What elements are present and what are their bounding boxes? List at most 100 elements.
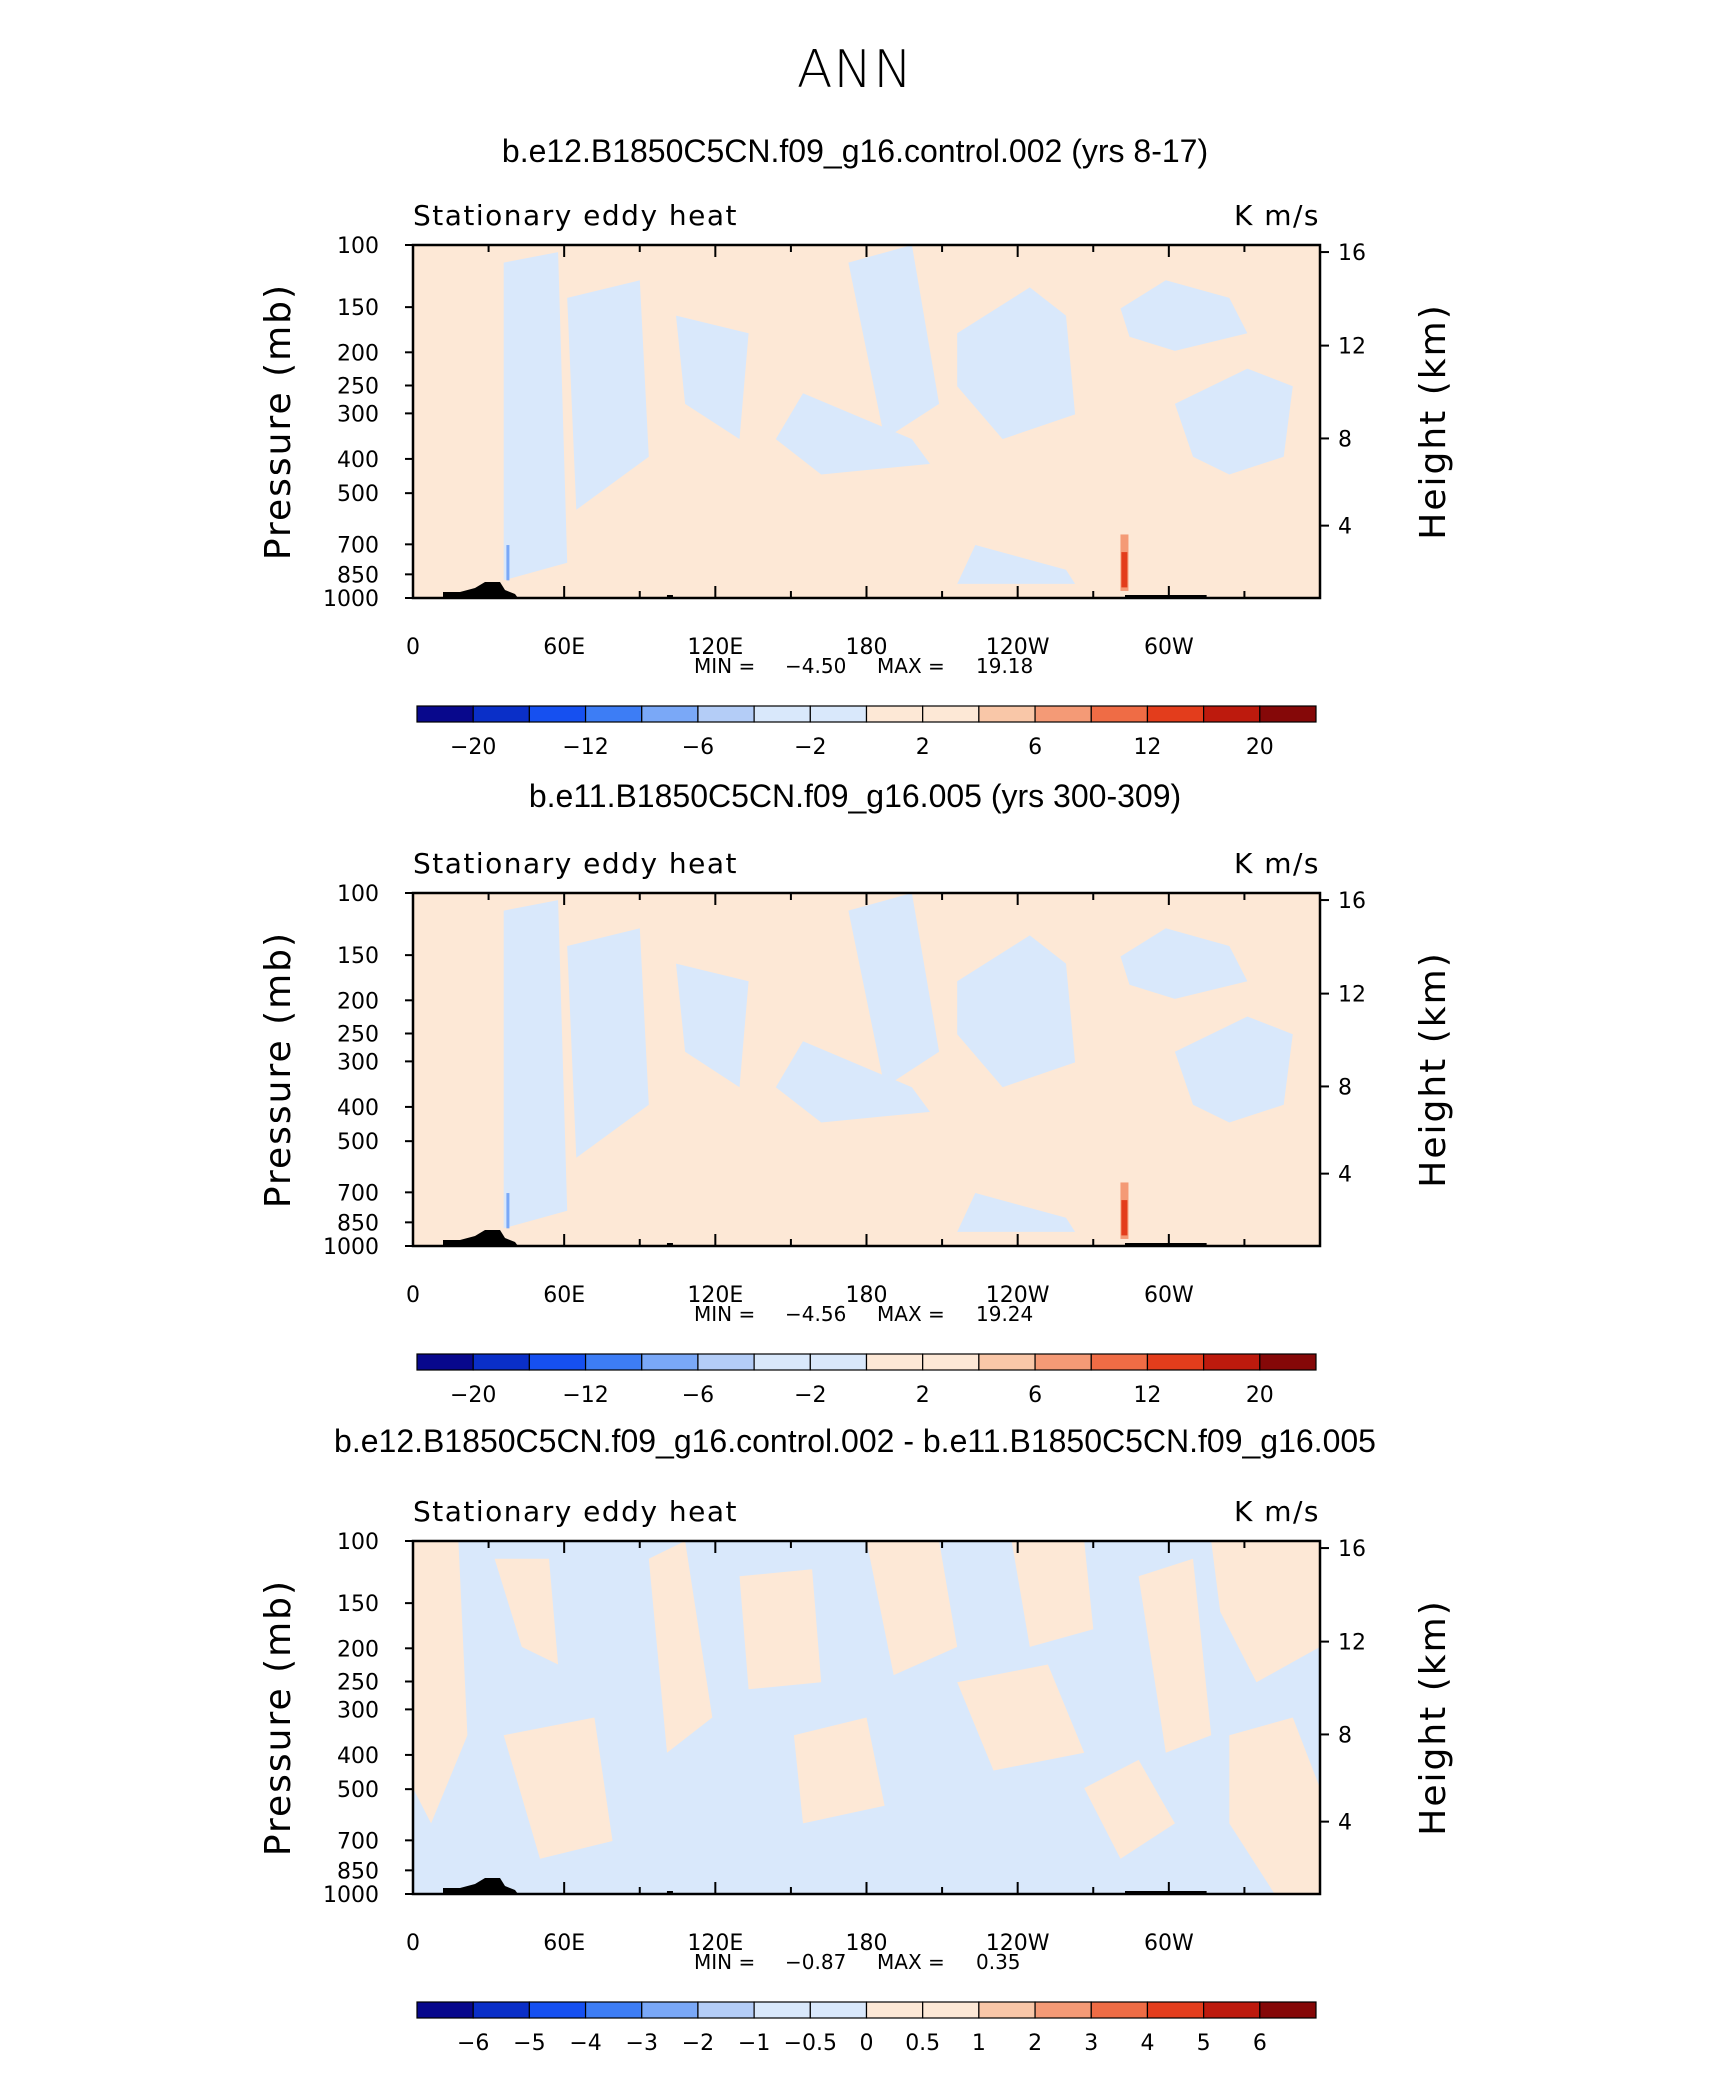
colorbar-swatch (1034, 2001, 1092, 2019)
colorbar-swatch (1146, 705, 1205, 723)
contour-region (676, 315, 749, 440)
colorbar-swatch (472, 705, 530, 723)
colorbar-label: −5 (513, 2031, 545, 2056)
colorbar-label: −3 (626, 2031, 658, 2056)
contour-region (494, 1558, 559, 1665)
min-value: −4.56 (785, 1302, 846, 1326)
topography (666, 1891, 673, 1894)
colorbar-swatch (1259, 1353, 1317, 1371)
contour-region (413, 1541, 468, 1824)
pressure-tick-label: 400 (337, 1096, 379, 1121)
colorbar-label: 20 (1246, 735, 1274, 760)
contour-region (567, 280, 649, 510)
max-value: 0.35 (976, 1950, 1021, 1974)
height-tick-label: 8 (1338, 1075, 1352, 1100)
pressure-tick-label: 250 (337, 1022, 379, 1047)
colorbar-swatch (1259, 705, 1317, 723)
colorbar-swatch (697, 705, 755, 723)
contour-region-negative (506, 545, 510, 581)
lon-tick-label: 180 (846, 1931, 888, 1956)
topography (1124, 595, 1207, 598)
lon-tick-label: 0 (406, 635, 420, 660)
contour-region (648, 1541, 713, 1753)
colorbar-swatch (1259, 2001, 1317, 2019)
topography (666, 1243, 673, 1246)
colorbar-swatch (697, 2001, 755, 2019)
pressure-tick-label: 150 (337, 296, 379, 321)
colorbar-label: 12 (1133, 1383, 1161, 1408)
pressure-tick-label: 850 (337, 1859, 379, 1884)
pressure-tick-label: 200 (337, 989, 379, 1014)
colorbar-swatch (1146, 1353, 1205, 1371)
colorbar-swatch (865, 705, 924, 723)
colorbar-swatch (1203, 705, 1261, 723)
height-tick-label: 8 (1338, 427, 1352, 452)
colorbar-swatch (1146, 2001, 1205, 2019)
contour-region (503, 900, 568, 1229)
contour-region (793, 1717, 885, 1824)
contour-region (775, 393, 930, 475)
contour-region (957, 1664, 1085, 1771)
colorbar-swatch (1090, 705, 1149, 723)
page-title: ANN (796, 40, 914, 100)
colorbar-label: 1 (972, 2031, 986, 2056)
panel-1-title: b.e12.B1850C5CN.f09_g16.control.002 (yrs… (501, 133, 1209, 169)
topography (443, 1230, 518, 1246)
pressure-tick-label: 700 (337, 1829, 379, 1854)
colorbar-swatch (1034, 1353, 1092, 1371)
colorbar-label: −4 (569, 2031, 601, 2056)
colorbar-label: −2 (794, 1383, 826, 1408)
units-label: K m/s (1234, 199, 1320, 232)
pressure-tick-label: 1000 (323, 1883, 379, 1908)
pressure-tick-label: 250 (337, 374, 379, 399)
y-axis-label: Pressure (mb) (258, 931, 299, 1208)
y-axis-label-right: Height (km) (1413, 951, 1454, 1187)
height-tick-label: 4 (1338, 515, 1352, 540)
colorbar-label: 2 (916, 735, 930, 760)
pressure-tick-label: 700 (337, 1181, 379, 1206)
colorbar-swatch (1090, 1353, 1149, 1371)
height-tick-label: 16 (1338, 241, 1366, 266)
colorbar-swatch (641, 2001, 699, 2019)
pressure-tick-label: 400 (337, 1744, 379, 1769)
contour-region (1120, 280, 1248, 351)
max-label: MAX = (877, 1950, 945, 1974)
contour-region (1120, 928, 1248, 999)
min-value: −4.50 (785, 654, 846, 678)
contour-region-positive-max (1121, 1200, 1128, 1236)
colorbar-label: 2 (916, 1383, 930, 1408)
colorbar-swatch (697, 1353, 755, 1371)
colorbar-swatch (1203, 1353, 1261, 1371)
pressure-tick-label: 300 (337, 402, 379, 427)
pressure-tick-label: 500 (337, 1778, 379, 1803)
pressure-tick-label: 700 (337, 533, 379, 558)
lon-tick-label: 0 (406, 1283, 420, 1308)
panel-2-title: b.e11.B1850C5CN.f09_g16.005 (yrs 300-309… (528, 778, 1182, 814)
lon-tick-label: 60W (1144, 1283, 1194, 1308)
pressure-tick-label: 200 (337, 341, 379, 366)
variable-label: Stationary eddy heat (413, 199, 738, 232)
colorbar-label: 12 (1133, 735, 1161, 760)
colorbar-swatch (584, 1353, 643, 1371)
panel-3-title: b.e12.B1850C5CN.f09_g16.control.002 - b.… (334, 1423, 1376, 1459)
contour-region (848, 245, 940, 440)
colorbar-swatch (416, 1353, 474, 1371)
variable-label: Stationary eddy heat (413, 847, 738, 880)
contour-region (1229, 1717, 1320, 1894)
colorbar-swatch (978, 2001, 1036, 2019)
y-axis-label: Pressure (mb) (258, 1579, 299, 1856)
pressure-tick-label: 500 (337, 482, 379, 507)
colorbar-swatch (753, 705, 811, 723)
height-tick-label: 8 (1338, 1723, 1352, 1748)
pressure-tick-label: 850 (337, 1211, 379, 1236)
contour-region-negative (506, 1193, 510, 1229)
colorbar-label: 4 (1140, 2031, 1154, 2056)
contour-region (775, 1041, 930, 1123)
pressure-tick-label: 200 (337, 1637, 379, 1662)
contour-region (503, 1717, 613, 1859)
contour-region (957, 545, 1076, 584)
height-tick-label: 12 (1338, 335, 1366, 360)
